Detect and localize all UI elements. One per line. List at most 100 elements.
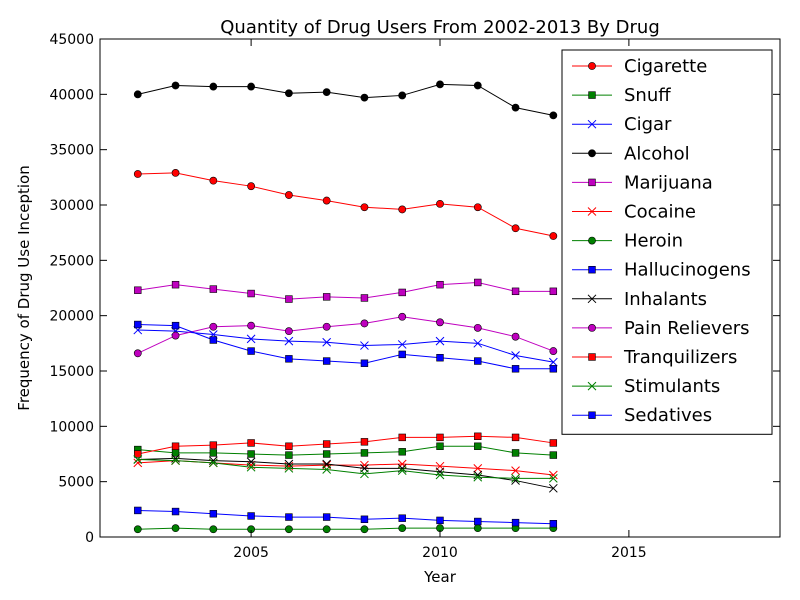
data-point-hallucinogens — [436, 516, 444, 525]
data-point-sedatives — [549, 365, 558, 373]
data-point-snuff — [474, 442, 482, 450]
data-point-hallucinogens — [209, 510, 218, 518]
legend-marker-cigarette — [588, 62, 596, 70]
series-line-sedatives — [137, 324, 554, 370]
data-point-alcohol — [247, 82, 256, 91]
y-tick-label: 20000 — [49, 309, 94, 325]
series-stimulants — [133, 455, 558, 483]
data-point-tranquilizers — [322, 440, 331, 448]
data-point-inhalants — [548, 483, 558, 493]
data-point-cigarette — [171, 169, 180, 177]
data-point-snuff — [436, 442, 444, 450]
legend-item-heroin: Heroin — [572, 231, 683, 252]
data-point-pain-relievers — [511, 332, 520, 341]
data-point-marijuana — [322, 293, 331, 301]
legend-marker-alcohol — [588, 149, 596, 158]
data-point-cigarette — [398, 205, 407, 214]
data-point-cigarette — [284, 191, 293, 199]
series-alcohol — [133, 80, 558, 120]
data-point-alcohol — [322, 88, 331, 97]
series-line-cigarette — [137, 172, 554, 237]
data-point-tranquilizers — [247, 439, 255, 447]
legend-marker-stimulants — [587, 381, 597, 391]
data-point-tranquilizers — [436, 433, 444, 442]
data-point-stimulants — [435, 470, 445, 480]
data-point-marijuana — [360, 294, 369, 302]
data-point-hallucinogens — [398, 514, 406, 522]
data-point-cigar — [360, 341, 369, 350]
data-point-marijuana — [398, 288, 406, 297]
data-point-tranquilizers — [134, 450, 142, 458]
legend-label-hallucinogens: Hallucinogens — [624, 260, 751, 281]
data-point-alcohol — [209, 82, 218, 91]
data-point-cigar — [435, 336, 445, 346]
legend-marker-inhalants — [587, 294, 597, 304]
y-tick-label: 5000 — [58, 475, 94, 491]
series-line-heroin — [137, 527, 554, 530]
data-point-snuff — [360, 449, 369, 457]
data-point-cigarette — [133, 170, 142, 178]
legend-item-pain-relievers: Pain Relievers — [572, 318, 750, 339]
data-point-tranquilizers — [171, 442, 180, 450]
series-line-snuff — [137, 445, 554, 456]
data-point-pain-relievers — [133, 349, 142, 358]
series-hallucinogens — [134, 506, 558, 528]
legend-label-pain-relievers: Pain Relievers — [624, 318, 750, 339]
series-cigarette — [133, 169, 558, 240]
series-line-pain-relievers — [137, 316, 554, 354]
legend-marker-tranquilizers — [588, 353, 596, 361]
y-tick-label: 30000 — [49, 198, 94, 214]
data-point-stimulants — [548, 473, 558, 483]
chart-title: Quantity of Drug Users From 2002-2013 By… — [220, 17, 660, 38]
data-point-stimulants — [473, 472, 483, 482]
data-point-stimulants — [133, 455, 143, 464]
data-point-heroin — [209, 525, 218, 534]
data-point-sedatives — [398, 350, 406, 359]
tick-layer: 0 5000 10000 15000 20000 25000 30000 35000 40000… — [49, 32, 780, 561]
data-point-stimulants — [171, 456, 180, 465]
data-point-heroin — [133, 525, 142, 534]
data-point-heroin — [284, 525, 293, 534]
legend-label-cigar: Cigar — [624, 114, 672, 135]
data-point-snuff — [247, 450, 255, 458]
data-point-marijuana — [285, 295, 293, 303]
legend-item-sedatives: Sedatives — [572, 405, 712, 426]
data-point-marijuana — [549, 287, 558, 296]
data-point-tranquilizers — [549, 439, 558, 447]
legend-label-tranquilizers: Tranquilizers — [623, 347, 737, 368]
data-point-snuff — [285, 451, 293, 459]
data-point-hallucinogens — [511, 518, 520, 527]
data-point-hallucinogens — [134, 506, 142, 515]
data-point-sedatives — [171, 321, 180, 330]
x-tick-label: 2005 — [233, 545, 269, 561]
data-point-pain-relievers — [549, 347, 558, 355]
data-point-cigar — [548, 357, 558, 367]
data-point-alcohol — [511, 103, 520, 112]
data-point-cocaine — [133, 458, 143, 468]
legend-label-marijuana: Marijuana — [624, 172, 713, 193]
y-tick-label: 45000 — [49, 32, 94, 48]
data-point-heroin — [322, 525, 331, 534]
legend-marker-pain-relievers — [588, 323, 596, 332]
x-tick-label: 2010 — [422, 545, 458, 561]
legend-label-sedatives: Sedatives — [624, 405, 712, 426]
legend-item-cigarette: Cigarette — [572, 56, 707, 77]
series-line-stimulants — [137, 459, 554, 479]
series-pain-relievers — [133, 312, 558, 358]
data-point-cigarette — [360, 203, 369, 212]
x-axis-label: Year — [423, 568, 457, 586]
data-point-marijuana — [247, 289, 255, 298]
data-point-cigarette — [549, 232, 558, 240]
series-cigar — [133, 325, 558, 367]
data-point-sedatives — [360, 359, 369, 367]
legend-marker-cocaine — [587, 207, 597, 216]
legend-item-marijuana: Marijuana — [572, 172, 713, 193]
series-line-inhalants — [137, 457, 554, 489]
data-point-alcohol — [473, 81, 482, 90]
data-point-cigar — [246, 334, 256, 344]
data-point-cigar — [284, 336, 294, 346]
legend-label-inhalants: Inhalants — [624, 289, 707, 310]
data-point-sedatives — [474, 357, 482, 365]
data-point-cigarette — [247, 182, 256, 191]
